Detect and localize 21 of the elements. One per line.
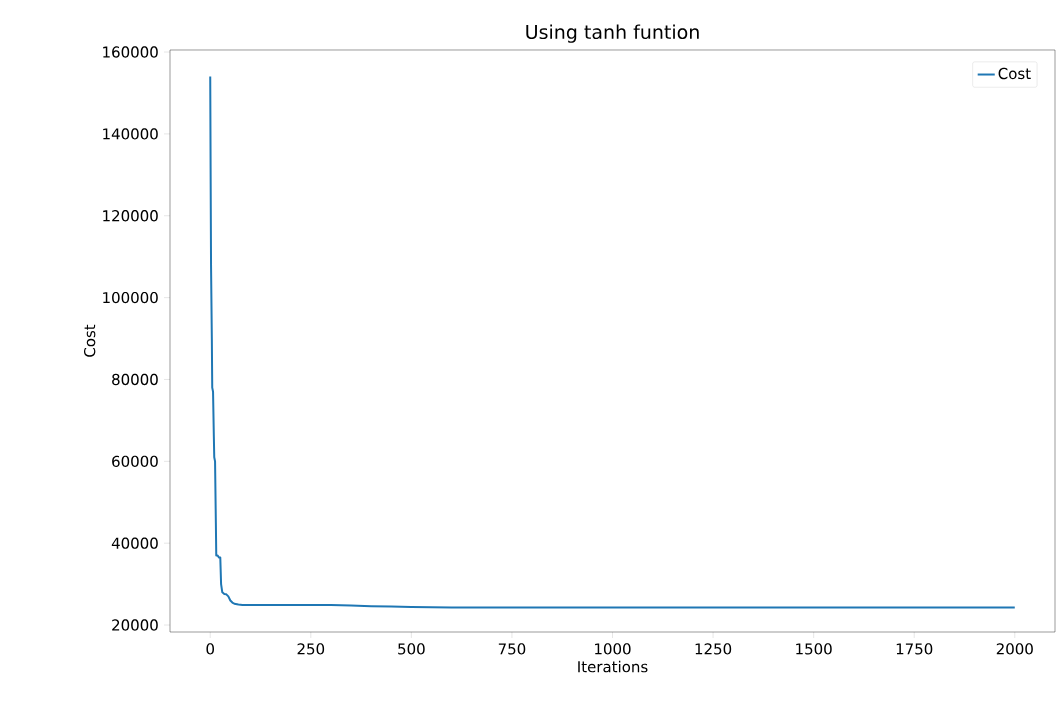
x-tick-label: 0	[206, 643, 215, 655]
x-axis-title: Iterations	[578, 660, 648, 673]
y-tick-label: 60000	[112, 455, 158, 468]
chart-title: Using tanh funtion	[526, 24, 699, 43]
y-tick-label: 120000	[103, 210, 158, 222]
y-tick-label: 160000	[103, 46, 158, 58]
y-axis-title: Cost	[83, 324, 96, 357]
x-tick-label: 1750	[896, 643, 933, 655]
x-tick-label: 1000	[595, 643, 631, 655]
y-tick-label: 100000	[103, 291, 158, 304]
x-tick-label: 500	[398, 643, 425, 655]
x-tick-label: 2000	[996, 643, 1033, 655]
y-tick-label: 20000	[112, 619, 158, 631]
y-tick-label: 80000	[112, 373, 158, 386]
x-tick-label: 1250	[695, 643, 732, 655]
y-tick-label: 140000	[103, 128, 158, 140]
y-tick-label: 40000	[111, 537, 158, 549]
x-tick-label: 1500	[796, 643, 832, 655]
x-tick-label: 250	[297, 643, 325, 655]
x-tick-label: 750	[498, 643, 526, 655]
legend-label: Cost	[998, 67, 1031, 80]
